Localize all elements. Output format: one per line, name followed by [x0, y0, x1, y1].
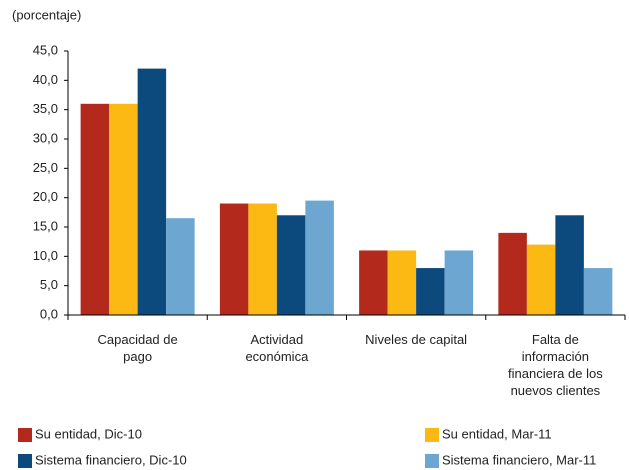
- x-tick-label: Actividad económica: [245, 332, 309, 364]
- bar: [166, 218, 195, 315]
- y-tick-label: 0,0: [40, 306, 58, 321]
- bar: [109, 103, 138, 315]
- legend-label: Su entidad, Mar-11: [442, 426, 552, 441]
- bar: [248, 203, 277, 315]
- bar: [555, 215, 584, 315]
- bar: [387, 250, 417, 315]
- y-tick-label: 5,0: [40, 277, 58, 292]
- y-tick-label: 35,0: [33, 101, 58, 116]
- legend-swatch: [425, 454, 439, 468]
- legend-swatch: [425, 428, 439, 442]
- legend-label: Sistema financiero, Mar-11: [442, 452, 596, 467]
- y-tick-label: 10,0: [33, 248, 58, 263]
- bar: [583, 268, 613, 315]
- bar: [359, 250, 388, 315]
- y-tick-label: 45,0: [33, 42, 58, 57]
- legend-swatch: [18, 428, 32, 442]
- bar: [137, 68, 167, 315]
- x-tick-label: Falta de información financiera de los n…: [508, 332, 603, 398]
- legend-label: Sistema financiero, Dic-10: [35, 452, 187, 467]
- bar: [416, 268, 445, 315]
- y-tick-label: 20,0: [33, 189, 58, 204]
- bar: [444, 250, 474, 315]
- bar: [80, 103, 110, 315]
- bar: [498, 232, 527, 315]
- x-tick-label: Niveles de capital: [365, 332, 468, 347]
- y-tick-label: 25,0: [33, 160, 58, 175]
- y-tick-label: 15,0: [33, 218, 58, 233]
- legend-swatch: [18, 454, 32, 468]
- bar: [276, 215, 306, 315]
- y-tick-label: 30,0: [33, 130, 58, 145]
- bar: [526, 244, 556, 315]
- y-axis-label: (porcentaje): [12, 7, 81, 22]
- legend-label: Su entidad, Dic-10: [35, 426, 142, 441]
- bar: [219, 203, 249, 315]
- x-tick-label: Capacidad de pago: [97, 332, 178, 364]
- y-tick-label: 40,0: [33, 72, 58, 87]
- bar: [305, 200, 334, 315]
